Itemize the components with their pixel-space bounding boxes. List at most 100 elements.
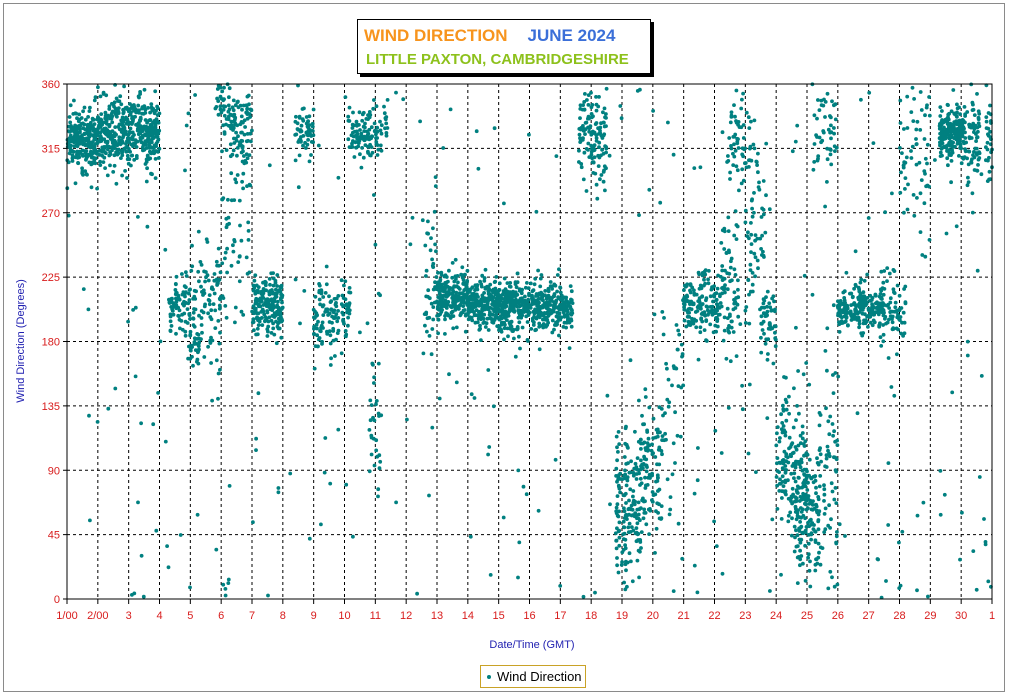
data-point bbox=[152, 143, 157, 148]
x-tick-label: 27 bbox=[863, 610, 875, 622]
data-point bbox=[760, 328, 765, 332]
data-point bbox=[315, 333, 319, 338]
data-point bbox=[153, 176, 158, 181]
data-point bbox=[307, 536, 312, 541]
data-point bbox=[146, 106, 151, 110]
data-point bbox=[128, 113, 133, 117]
data-point bbox=[466, 306, 471, 311]
data-point bbox=[119, 102, 124, 107]
data-point bbox=[275, 291, 279, 296]
data-point bbox=[490, 317, 494, 322]
data-point bbox=[828, 130, 832, 135]
data-point bbox=[746, 451, 751, 456]
data-point bbox=[346, 118, 351, 123]
data-point bbox=[833, 371, 838, 375]
data-point bbox=[792, 549, 797, 554]
data-point bbox=[188, 332, 193, 337]
data-point bbox=[927, 95, 931, 99]
data-point bbox=[342, 283, 346, 288]
data-point bbox=[803, 481, 807, 485]
data-point bbox=[122, 84, 126, 89]
data-point bbox=[207, 293, 212, 297]
data-point bbox=[494, 300, 498, 305]
data-point bbox=[279, 292, 283, 297]
data-point bbox=[845, 310, 849, 315]
data-point bbox=[581, 594, 586, 599]
data-point bbox=[729, 144, 733, 148]
data-point bbox=[699, 316, 704, 321]
x-tick-label: 20 bbox=[647, 610, 659, 622]
data-point bbox=[233, 122, 238, 127]
data-point bbox=[837, 320, 841, 324]
data-point bbox=[148, 118, 153, 122]
data-point bbox=[454, 325, 459, 330]
x-tick-label: 11 bbox=[370, 610, 381, 622]
data-point bbox=[426, 288, 431, 293]
data-point bbox=[255, 315, 259, 320]
data-point bbox=[185, 321, 190, 325]
data-point bbox=[347, 105, 352, 110]
data-point bbox=[821, 129, 826, 133]
data-point bbox=[530, 293, 534, 298]
data-point bbox=[807, 502, 812, 506]
data-point bbox=[780, 421, 785, 425]
data-point bbox=[565, 312, 570, 317]
data-point bbox=[554, 154, 559, 159]
data-point bbox=[313, 294, 318, 299]
data-point bbox=[93, 95, 98, 100]
data-point bbox=[336, 427, 341, 432]
data-point bbox=[911, 119, 916, 123]
data-point bbox=[102, 155, 107, 160]
data-point bbox=[732, 233, 737, 238]
data-point bbox=[110, 148, 114, 153]
data-point bbox=[260, 316, 264, 320]
data-point bbox=[667, 400, 672, 405]
data-point bbox=[274, 319, 278, 324]
data-point bbox=[333, 354, 337, 358]
data-point bbox=[665, 366, 669, 371]
data-point bbox=[92, 158, 97, 163]
data-point bbox=[112, 163, 117, 168]
data-point bbox=[163, 439, 168, 444]
data-point bbox=[881, 309, 885, 313]
data-point bbox=[68, 103, 73, 108]
x-tick-label: 7 bbox=[249, 610, 255, 622]
data-point bbox=[378, 119, 382, 124]
data-point bbox=[255, 332, 260, 337]
data-point bbox=[696, 270, 701, 275]
data-point bbox=[254, 300, 259, 304]
data-point bbox=[600, 136, 605, 140]
data-point bbox=[112, 100, 117, 105]
data-point bbox=[986, 126, 991, 131]
data-point bbox=[759, 305, 764, 310]
data-point bbox=[726, 229, 731, 234]
data-point bbox=[952, 111, 957, 116]
data-point bbox=[832, 131, 836, 136]
data-point bbox=[105, 173, 110, 178]
data-point bbox=[241, 149, 245, 154]
data-point bbox=[184, 270, 188, 275]
data-point bbox=[536, 508, 541, 513]
data-point bbox=[103, 166, 107, 171]
data-point bbox=[820, 138, 825, 143]
data-point bbox=[437, 396, 442, 401]
data-point bbox=[740, 146, 745, 151]
data-point bbox=[901, 334, 905, 338]
data-point bbox=[757, 187, 762, 192]
data-point bbox=[453, 284, 457, 289]
data-point bbox=[510, 305, 515, 310]
data-point bbox=[342, 321, 346, 326]
data-point bbox=[706, 277, 710, 282]
data-point bbox=[801, 530, 806, 535]
data-point bbox=[728, 265, 733, 270]
data-point bbox=[688, 288, 692, 293]
data-point bbox=[111, 170, 116, 174]
data-point bbox=[299, 140, 303, 144]
data-point bbox=[220, 89, 225, 94]
data-point bbox=[938, 105, 943, 109]
data-point bbox=[525, 281, 529, 285]
data-point bbox=[384, 131, 389, 135]
data-point bbox=[191, 310, 196, 315]
data-point bbox=[893, 305, 898, 310]
data-point bbox=[633, 461, 638, 466]
